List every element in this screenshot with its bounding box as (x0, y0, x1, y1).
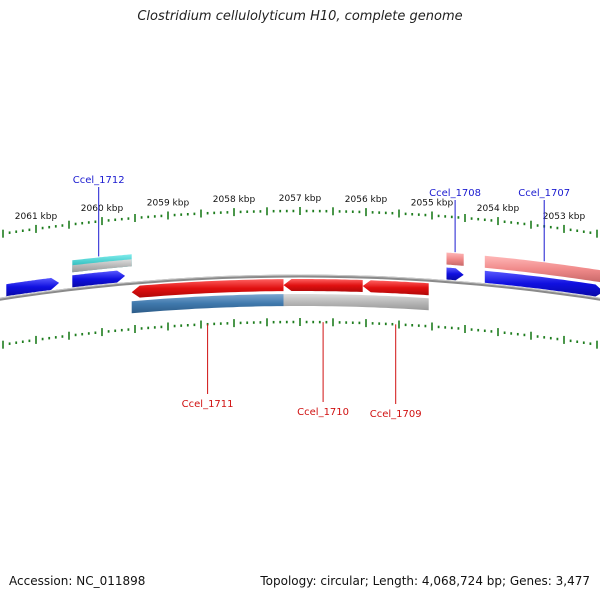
expression-track (484, 255, 600, 283)
gene-unlabeled[interactable] (6, 277, 60, 297)
ruler-label: 2053 kbp (543, 212, 586, 222)
gene-ccel-1711[interactable] (131, 279, 284, 298)
ruler-label: 2058 kbp (213, 195, 256, 205)
ruler-label: 2059 kbp (147, 198, 190, 208)
gene-label[interactable]: Ccel_1711 (182, 399, 234, 410)
gene-label[interactable]: Ccel_1709 (370, 409, 422, 420)
ruler-label: 2057 kbp (279, 194, 322, 204)
gene-label[interactable]: Ccel_1712 (73, 175, 125, 186)
expression-track (446, 252, 464, 266)
gene-label[interactable]: Ccel_1710 (297, 407, 349, 418)
expression-track (131, 294, 284, 314)
ruler-label: 2055 kbp (411, 198, 454, 208)
ruler-label: 2054 kbp (477, 204, 520, 214)
ruler-label: 2060 kbp (81, 204, 124, 214)
accession-text: Accession: NC_011898 (9, 574, 146, 588)
gene-ccel-1712[interactable] (72, 270, 126, 288)
expression-track (283, 294, 429, 311)
gene-ccel-1707[interactable] (484, 270, 600, 297)
gene-label[interactable]: Ccel_1708 (429, 188, 481, 199)
gene-ccel-1709[interactable] (362, 280, 429, 296)
gene-ccel-1710[interactable] (283, 279, 363, 292)
topology-text: Topology: circular; Length: 4,068,724 bp… (260, 574, 590, 588)
genome-backbone-highlight (0, 274, 600, 299)
gene-label[interactable]: Ccel_1707 (518, 188, 570, 199)
gene-ccel-1708[interactable] (446, 267, 464, 281)
expression-track-shadow (72, 259, 132, 273)
ruler-label: 2056 kbp (345, 195, 388, 205)
ruler-label: 2061 kbp (15, 212, 58, 222)
page-title: Clostridium cellulolyticum H10, complete… (137, 9, 463, 24)
genome-backbone (0, 274, 600, 301)
